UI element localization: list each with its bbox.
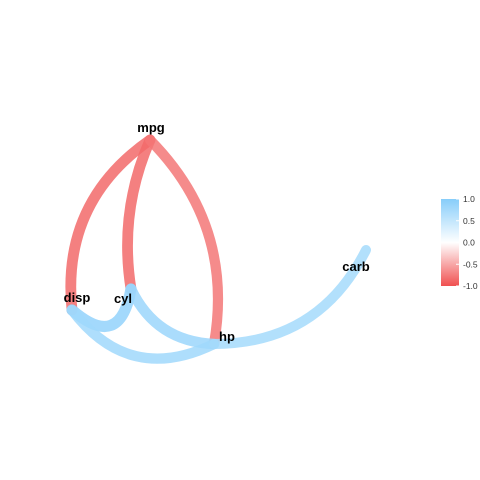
legend-tick-label: 0.5 xyxy=(463,216,475,226)
edge-hp-carb xyxy=(209,245,371,349)
node-label-disp: disp xyxy=(64,290,91,305)
edge-cyl-hp xyxy=(125,283,220,350)
legend-tick-label: 1.0 xyxy=(463,194,475,204)
edge-mpg-disp xyxy=(65,134,156,316)
edge-mpg-hp xyxy=(144,134,224,350)
node-label-mpg: mpg xyxy=(137,120,165,135)
node-label-hp: hp xyxy=(219,329,235,344)
edges-layer xyxy=(65,134,371,364)
nodes-layer: mpg cyl disp hp carb xyxy=(64,120,370,344)
node-label-carb: carb xyxy=(342,259,370,274)
legend-tick-label: -1.0 xyxy=(463,281,478,291)
legend-tick-label: -0.5 xyxy=(463,259,478,269)
legend-colorbar xyxy=(441,199,459,286)
edge-disp-hp xyxy=(66,304,220,364)
legend-tick-label: 0.0 xyxy=(463,238,475,248)
color-legend: 1.0 0.5 0.0 -0.5 -1.0 xyxy=(441,194,478,291)
node-label-cyl: cyl xyxy=(114,291,132,306)
edge-mpg-cyl xyxy=(122,134,156,295)
